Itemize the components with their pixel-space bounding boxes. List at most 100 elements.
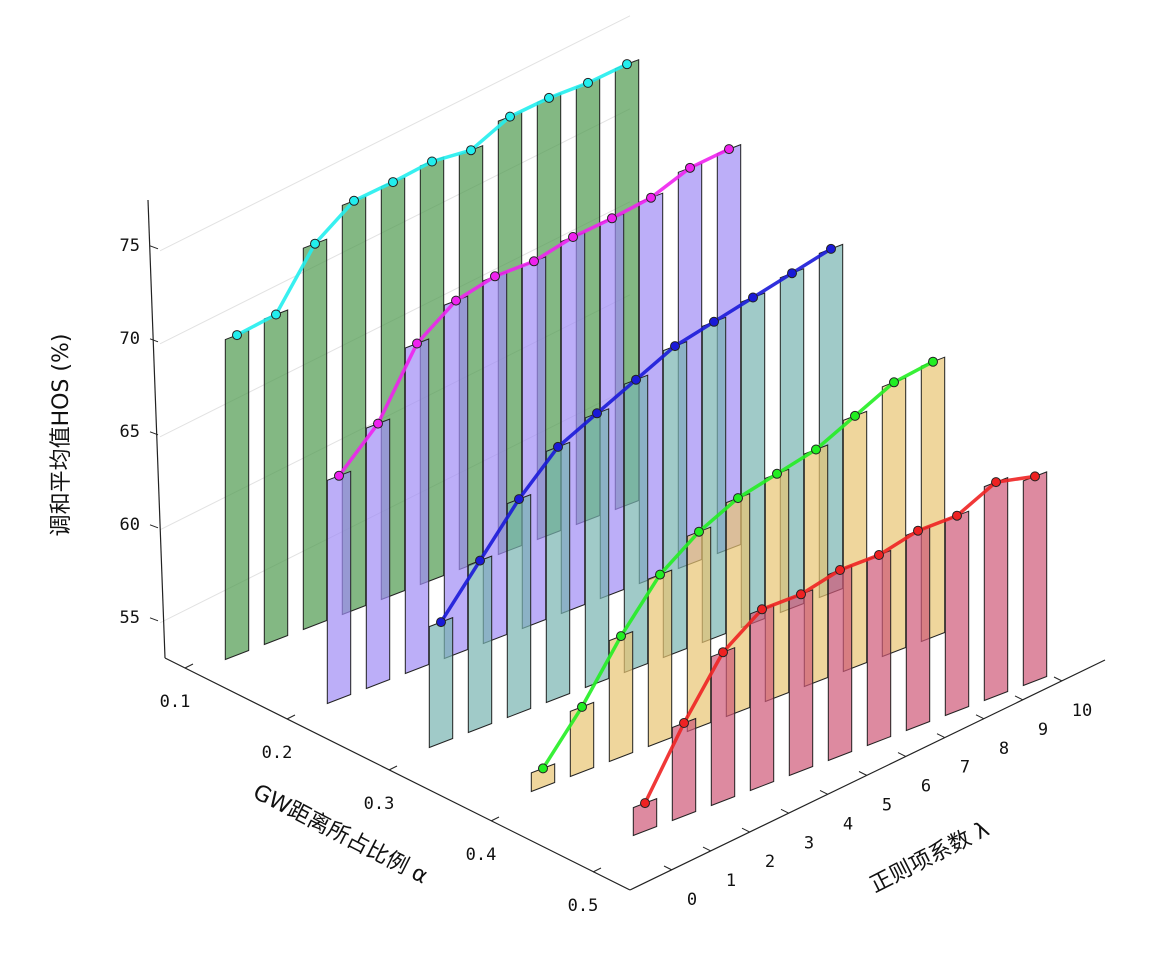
marker xyxy=(811,444,821,455)
y-tick-label: 0.1 xyxy=(160,692,191,712)
x-tick xyxy=(702,846,712,852)
bar xyxy=(569,701,595,778)
y-axis xyxy=(164,657,631,891)
bar xyxy=(827,564,853,762)
x-tick-label: 6 xyxy=(921,777,931,797)
marker xyxy=(874,550,884,560)
y-tick-label: 0.4 xyxy=(466,845,497,865)
y-tick xyxy=(490,816,500,822)
z-tick-label: 75 xyxy=(120,236,140,256)
marker xyxy=(568,232,578,242)
marker xyxy=(616,631,626,642)
bar xyxy=(944,510,970,717)
bar xyxy=(365,418,391,690)
bar xyxy=(623,374,649,674)
y-tick-label: 0.3 xyxy=(364,794,395,814)
x-tick xyxy=(1014,695,1024,701)
bar xyxy=(671,717,697,822)
marker xyxy=(388,177,398,188)
bar xyxy=(545,441,571,704)
marker xyxy=(466,145,476,156)
x-tick xyxy=(858,771,868,776)
bar xyxy=(749,604,775,792)
marker xyxy=(913,525,923,536)
marker xyxy=(631,374,641,385)
x-axis xyxy=(629,659,1106,891)
marker xyxy=(694,526,704,537)
marker xyxy=(928,356,938,367)
x-tick-label: 9 xyxy=(1038,720,1048,740)
x-tick xyxy=(819,789,829,795)
x-tick-label: 8 xyxy=(999,739,1009,759)
marker xyxy=(733,493,743,504)
y-tick xyxy=(388,765,398,771)
marker xyxy=(835,565,845,575)
marker xyxy=(991,477,1001,488)
marker xyxy=(505,111,515,122)
z-tick-label: 65 xyxy=(120,422,140,442)
bar xyxy=(224,329,250,661)
bar xyxy=(263,309,289,646)
bar xyxy=(686,526,712,733)
marker xyxy=(490,271,500,282)
bar xyxy=(647,569,673,748)
marker xyxy=(655,569,665,580)
x-tick-label: 5 xyxy=(882,796,892,816)
x-tick-label: 3 xyxy=(804,833,814,853)
marker xyxy=(436,617,446,628)
marker xyxy=(373,418,383,429)
y-axis-label: GW距离所占比例 α xyxy=(249,780,432,890)
marker xyxy=(640,798,650,809)
x-tick xyxy=(663,865,673,871)
x-tick-label: 7 xyxy=(960,758,970,778)
x-tick-label: 4 xyxy=(843,814,853,834)
marker xyxy=(553,441,563,452)
marker xyxy=(514,494,524,505)
z-tick-label: 60 xyxy=(120,515,140,535)
y-tick xyxy=(286,714,296,720)
x-tick-label: 1 xyxy=(726,871,736,891)
marker xyxy=(349,195,359,206)
marker xyxy=(427,156,437,167)
x-tick xyxy=(936,733,946,739)
z-axis xyxy=(147,199,166,659)
bar xyxy=(326,470,352,705)
x-tick xyxy=(1053,676,1063,682)
marker xyxy=(670,341,680,352)
marker xyxy=(685,162,695,173)
x-tick xyxy=(897,752,907,758)
marker xyxy=(310,238,320,249)
marker xyxy=(724,144,734,155)
y-tick xyxy=(184,663,194,669)
marker xyxy=(796,589,806,600)
x-tick xyxy=(975,714,985,720)
marker xyxy=(757,604,767,615)
marker xyxy=(592,408,602,419)
bar xyxy=(584,408,610,689)
marker xyxy=(583,77,593,88)
marker xyxy=(622,59,632,70)
grid-line xyxy=(159,15,631,252)
x-tick-label: 10 xyxy=(1072,701,1092,721)
z-tick xyxy=(149,617,159,622)
z-tick-label: 55 xyxy=(120,608,140,628)
x-tick xyxy=(741,827,751,833)
marker xyxy=(826,243,836,254)
marker xyxy=(538,763,548,774)
marker xyxy=(952,510,962,521)
marker xyxy=(451,295,461,306)
z-tick-label: 70 xyxy=(120,329,140,349)
bar xyxy=(983,476,1009,702)
y-tick-label: 0.2 xyxy=(262,743,293,763)
bar xyxy=(608,630,634,763)
bar xyxy=(443,295,469,660)
marker xyxy=(529,256,539,267)
bar xyxy=(788,589,814,777)
marker xyxy=(475,555,485,566)
marker xyxy=(679,718,689,728)
bar xyxy=(467,555,493,734)
marker xyxy=(709,316,719,327)
marker xyxy=(646,192,656,203)
bar xyxy=(866,549,892,747)
